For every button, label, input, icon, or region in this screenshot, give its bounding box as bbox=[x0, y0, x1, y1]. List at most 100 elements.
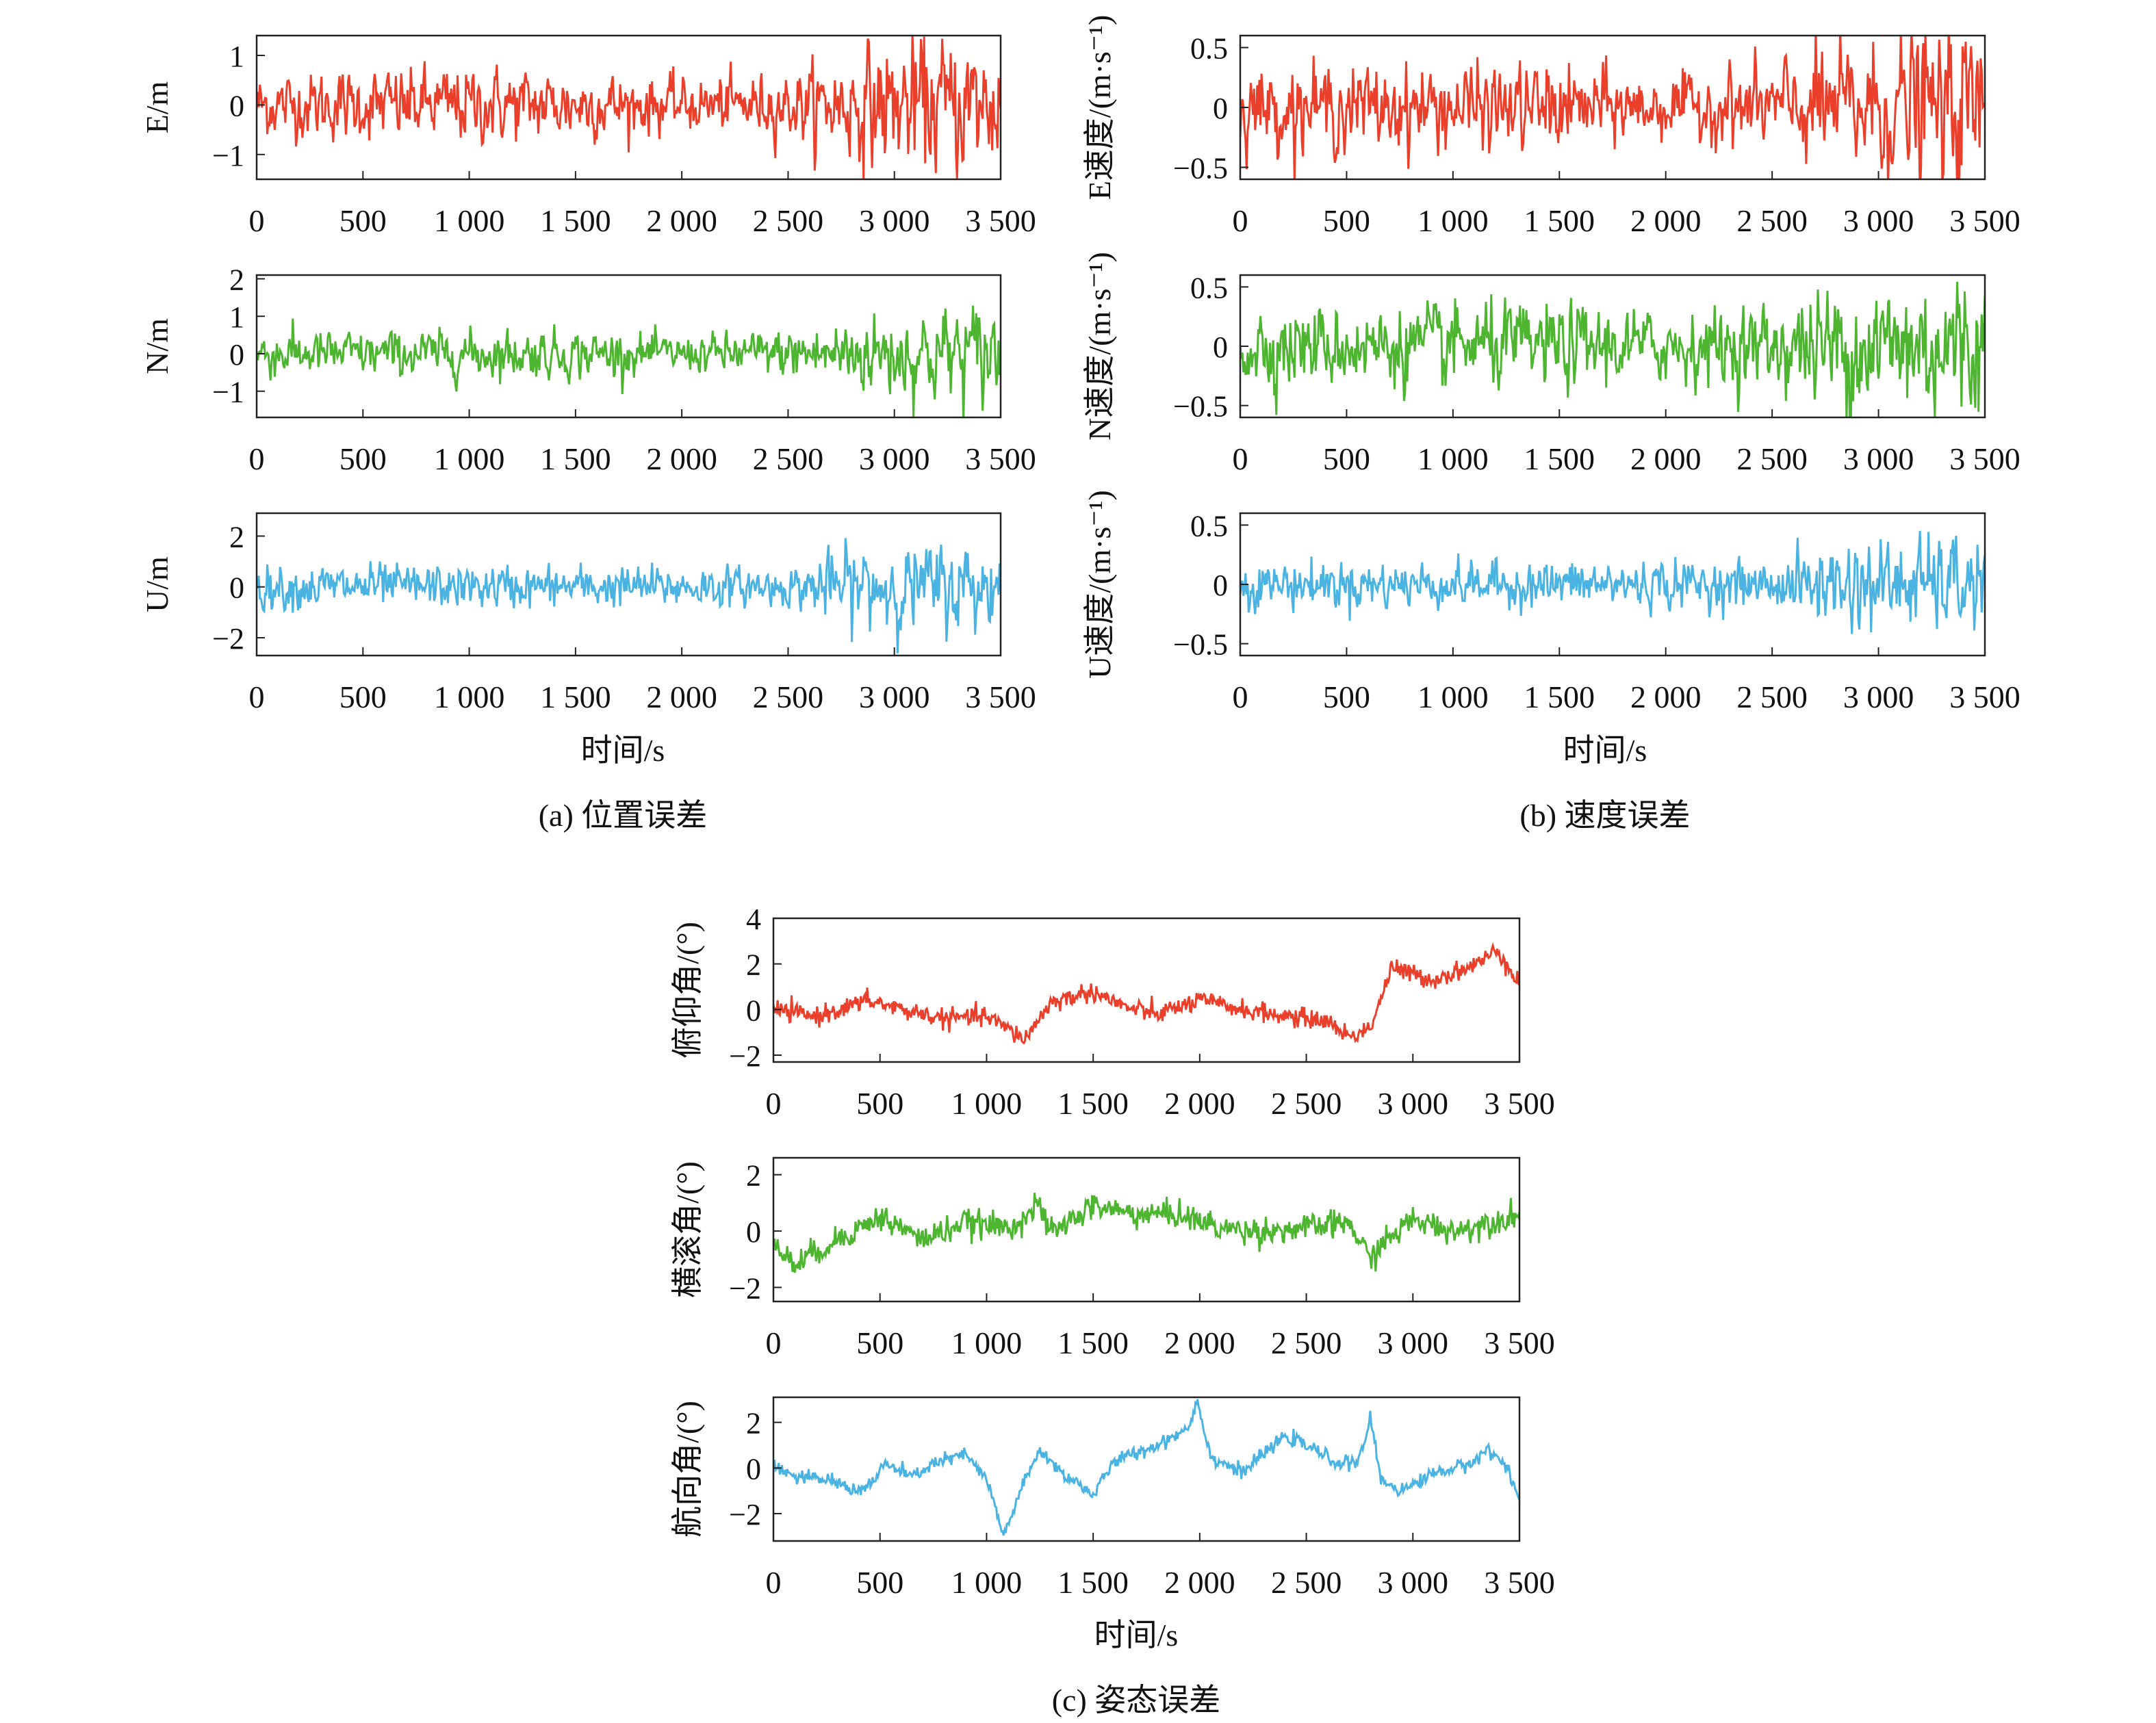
x-tick-label: 500 bbox=[1323, 441, 1370, 476]
caption-c: (c) 姿态误差 bbox=[1052, 1683, 1221, 1718]
x-tick-label: 2 000 bbox=[1630, 203, 1702, 238]
x-tick-label: 3 500 bbox=[1484, 1325, 1555, 1360]
x-tick-label: 2 500 bbox=[1736, 203, 1808, 238]
x-tick-label: 2 000 bbox=[646, 203, 717, 238]
x-tick-label: 0 bbox=[249, 203, 265, 238]
chart-panel-7: 0 500 1 000 1 500 2 000 2 500 3 000 3 500−2024俯… bbox=[670, 903, 1555, 1121]
y-axis-label: U/m bbox=[140, 556, 175, 612]
x-tick-label: 2 500 bbox=[1736, 441, 1808, 476]
x-tick-label: 500 bbox=[1323, 203, 1370, 238]
chart-panel-1: 0 500 1 000 1 500 2 000 2 500 3 000 3 500−101E/… bbox=[140, 34, 1036, 238]
caption-a: (a) 位置误差 bbox=[539, 798, 708, 833]
x-tick-label: 0 bbox=[249, 679, 265, 714]
y-axis-label: E/m bbox=[140, 81, 175, 133]
y-tick-label: −0.5 bbox=[1173, 152, 1228, 185]
x-tick-label: 0 bbox=[1233, 679, 1248, 714]
x-tick-label: 2 500 bbox=[753, 441, 824, 476]
x-tick-label: 1 000 bbox=[434, 203, 505, 238]
y-axis-label: N速度/(m·s⁻¹) bbox=[1082, 252, 1117, 441]
y-tick-label: 2 bbox=[746, 948, 761, 982]
chart-panel-2: 0 500 1 000 1 500 2 000 2 500 3 000 3 500−1012N… bbox=[140, 263, 1036, 476]
y-tick-label: 0 bbox=[229, 89, 244, 122]
y-tick-label: 0.5 bbox=[1190, 271, 1228, 305]
y-tick-label: 0 bbox=[746, 1215, 761, 1249]
x-tick-label: 3 000 bbox=[859, 441, 930, 476]
plot-frame bbox=[255, 34, 1002, 181]
y-tick-label: −2 bbox=[729, 1498, 761, 1531]
chart-panel-6: 0 500 1 000 1 500 2 000 2 500 3 000 3 500−0.500… bbox=[1082, 490, 2020, 714]
y-tick-label: 0 bbox=[229, 571, 244, 605]
y-tick-label: −2 bbox=[212, 622, 244, 656]
y-tick-label: 2 bbox=[229, 263, 244, 296]
x-tick-label: 500 bbox=[339, 679, 387, 714]
x-tick-label: 1 500 bbox=[540, 679, 611, 714]
series-line bbox=[257, 538, 1001, 653]
y-axis-label: 横滚角/(°) bbox=[670, 1161, 705, 1298]
x-tick-label: 1 500 bbox=[1524, 441, 1595, 476]
x-axis-label-b: 时间/s bbox=[1563, 733, 1647, 768]
x-tick-label: 1 000 bbox=[951, 1565, 1023, 1600]
x-tick-label: 500 bbox=[1323, 679, 1370, 714]
x-tick-label: 3 500 bbox=[1949, 441, 2020, 476]
x-tick-label: 1 500 bbox=[1057, 1086, 1129, 1121]
caption-b: (b) 速度误差 bbox=[1519, 798, 1690, 833]
x-tick-label: 3 000 bbox=[1378, 1325, 1449, 1360]
y-axis-label: E速度/(m·s⁻¹) bbox=[1082, 15, 1117, 200]
series-line bbox=[257, 305, 1001, 417]
x-tick-label: 500 bbox=[339, 441, 387, 476]
y-tick-label: −1 bbox=[212, 139, 244, 172]
x-tick-label: 3 000 bbox=[1378, 1086, 1449, 1121]
y-tick-label: 0 bbox=[1213, 92, 1228, 125]
series-line bbox=[773, 1193, 1519, 1273]
x-tick-label: 2 000 bbox=[1630, 441, 1702, 476]
x-tick-label: 500 bbox=[339, 203, 387, 238]
x-tick-label: 2 500 bbox=[753, 679, 824, 714]
y-tick-label: 1 bbox=[229, 300, 244, 334]
y-axis-label: 俯仰角/(°) bbox=[670, 922, 705, 1059]
x-tick-label: 3 000 bbox=[859, 203, 930, 238]
y-axis-label: 航向角/(°) bbox=[670, 1401, 705, 1538]
x-tick-label: 3 500 bbox=[1949, 679, 2020, 714]
x-tick-label: 2 000 bbox=[1630, 679, 1702, 714]
x-tick-label: 1 000 bbox=[1417, 203, 1489, 238]
x-tick-label: 1 500 bbox=[540, 203, 611, 238]
x-tick-label: 3 500 bbox=[965, 679, 1036, 714]
x-tick-label: 500 bbox=[856, 1325, 903, 1360]
x-tick-label: 1 000 bbox=[951, 1086, 1023, 1121]
y-axis-label: U速度/(m·s⁻¹) bbox=[1082, 490, 1117, 679]
y-tick-label: 0.5 bbox=[1190, 509, 1228, 543]
y-tick-label: −1 bbox=[212, 376, 244, 409]
x-tick-label: 3 500 bbox=[1484, 1565, 1555, 1600]
x-tick-label: 2 000 bbox=[1164, 1086, 1235, 1121]
x-tick-label: 3 000 bbox=[1378, 1565, 1449, 1600]
x-tick-label: 2 000 bbox=[646, 679, 717, 714]
x-tick-label: 3 500 bbox=[965, 203, 1036, 238]
plot-frame bbox=[772, 1396, 1521, 1542]
chart-panel-8: 0 500 1 000 1 500 2 000 2 500 3 000 3 500−202横滚… bbox=[670, 1156, 1555, 1360]
series-line bbox=[773, 942, 1519, 1045]
x-tick-label: 0 bbox=[766, 1565, 782, 1600]
y-tick-label: 2 bbox=[746, 1159, 761, 1193]
x-axis-label-c: 时间/s bbox=[1094, 1618, 1179, 1653]
x-tick-label: 1 000 bbox=[1417, 441, 1489, 476]
x-tick-label: 2 500 bbox=[1271, 1565, 1342, 1600]
x-tick-label: 1 000 bbox=[434, 679, 505, 714]
x-tick-label: 1 500 bbox=[1057, 1325, 1129, 1360]
x-tick-label: 3 000 bbox=[1843, 679, 1914, 714]
y-tick-label: 1 bbox=[229, 40, 244, 73]
x-tick-label: 0 bbox=[1233, 203, 1248, 238]
x-tick-label: 2 500 bbox=[1736, 679, 1808, 714]
x-tick-label: 3 000 bbox=[1843, 441, 1914, 476]
series-line bbox=[257, 36, 1001, 179]
x-tick-label: 3 000 bbox=[1843, 203, 1914, 238]
y-tick-label: 0 bbox=[229, 338, 244, 372]
x-tick-label: 2 500 bbox=[753, 203, 824, 238]
x-tick-label: 1 500 bbox=[1524, 679, 1595, 714]
plot-frame bbox=[772, 1156, 1521, 1303]
plot-frame bbox=[772, 917, 1521, 1063]
chart-panels: 0 500 1 000 1 500 2 000 2 500 3 000 3 500−101E/… bbox=[140, 15, 2020, 1600]
series-line bbox=[773, 1399, 1519, 1536]
y-tick-label: −0.5 bbox=[1173, 390, 1228, 424]
y-tick-label: −0.5 bbox=[1173, 628, 1228, 662]
